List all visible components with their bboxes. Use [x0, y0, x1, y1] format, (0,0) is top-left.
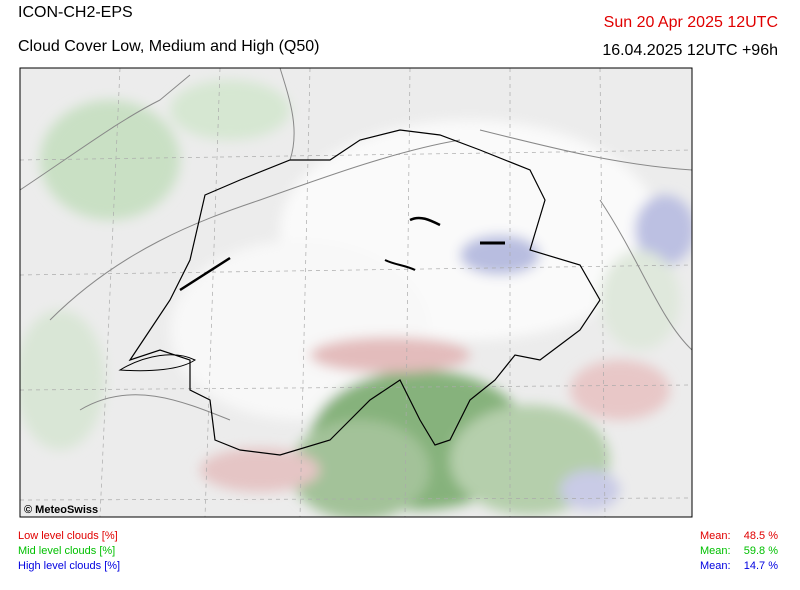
mean-label: Mean: [700, 560, 731, 572]
legend-label: High level clouds [%] [18, 560, 121, 572]
cloud-field [20, 68, 692, 517]
valid-time: Sun 20 Apr 2025 12UTC [603, 14, 778, 31]
mean-label: Mean: [700, 530, 731, 542]
legend-label: Mid level clouds [%] [18, 545, 116, 557]
legend-label: Low level clouds [%] [18, 530, 118, 542]
run-time: 16.04.2025 12UTC +96h [602, 42, 778, 59]
map-credit: © MeteoSwiss [24, 504, 98, 516]
mean-value: 59.8 % [743, 545, 778, 557]
mean-value: 14.7 % [743, 560, 778, 572]
swiss-border [128, 129, 601, 456]
model-name: ICON-CH2-EPS [18, 4, 133, 21]
mean-label: Mean: [700, 545, 731, 557]
mean-value: 48.5 % [743, 530, 778, 542]
map-title: Cloud Cover Low, Medium and High (Q50) [18, 38, 320, 55]
